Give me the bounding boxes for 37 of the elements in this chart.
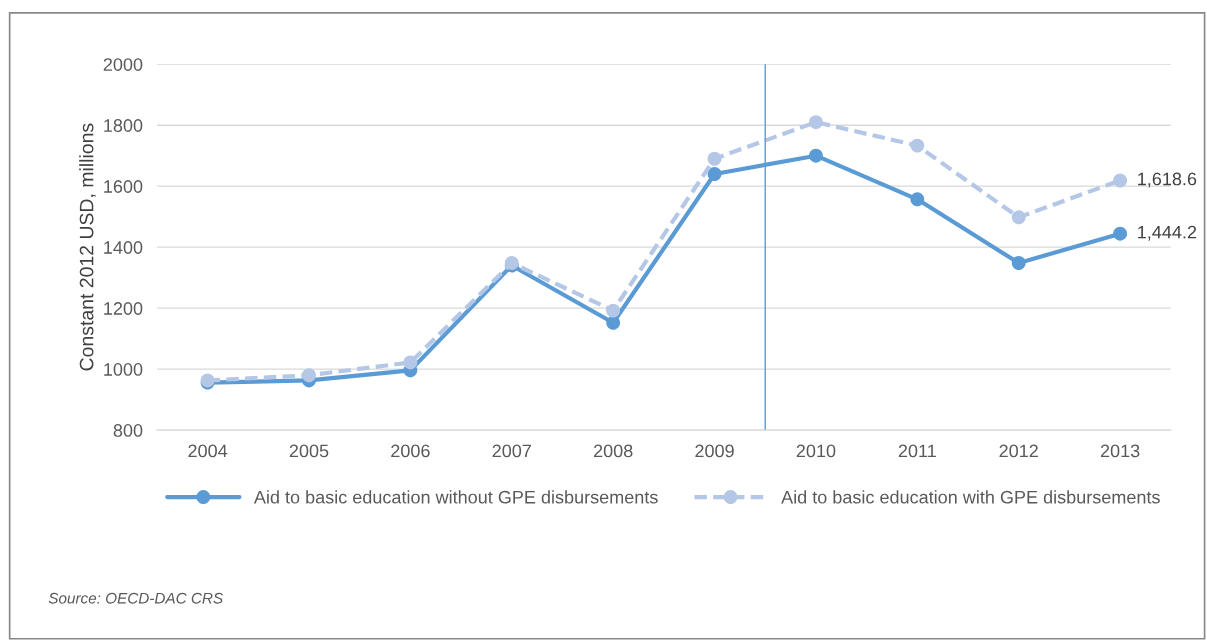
point [403,355,418,370]
x-tick-label: 2012 [999,444,1038,458]
x-tick-label: 2011 [898,444,936,458]
x-tick-label: 2007 [492,444,531,458]
point [1011,210,1026,225]
data-label: 1,444.2 [1138,225,1197,241]
x-tick-label: 2008 [593,444,633,458]
x-tick-label: 2006 [391,444,430,458]
y-tick-label: 1400 [104,241,143,254]
point [606,315,621,330]
point [910,192,925,207]
legend-label: Aid to basic education with GPE disbursements [781,490,1160,504]
source-note: Source: OECD-DAC CRS [48,592,223,604]
y-tick-label: 1800 [104,119,143,132]
point [707,167,722,181]
y-tick-label: 1000 [104,363,143,376]
y-axis-title: Constant 2012 USD, millions [79,123,96,371]
point [808,148,823,163]
point [302,368,316,383]
y-tick-label: 800 [113,424,143,437]
x-tick-label: 2010 [796,444,836,458]
point [1113,173,1128,188]
x-tick-label: 2004 [188,444,228,458]
y-tick-label: 2000 [103,58,143,71]
legend-label: Aid to basic education without GPE disbursements [253,490,658,504]
y-tick-label: 1600 [104,180,143,193]
point [707,151,722,166]
point [808,115,823,130]
x-tick-label: 2009 [695,444,734,458]
x-tick-label: 2005 [289,444,329,458]
point [1113,226,1128,241]
point [606,303,621,318]
x-tick-label: 2013 [1100,444,1140,458]
point [910,138,925,153]
y-tick-label: 1200 [104,302,143,315]
point [1011,256,1026,270]
data-label: 1,618.6 [1138,172,1197,188]
